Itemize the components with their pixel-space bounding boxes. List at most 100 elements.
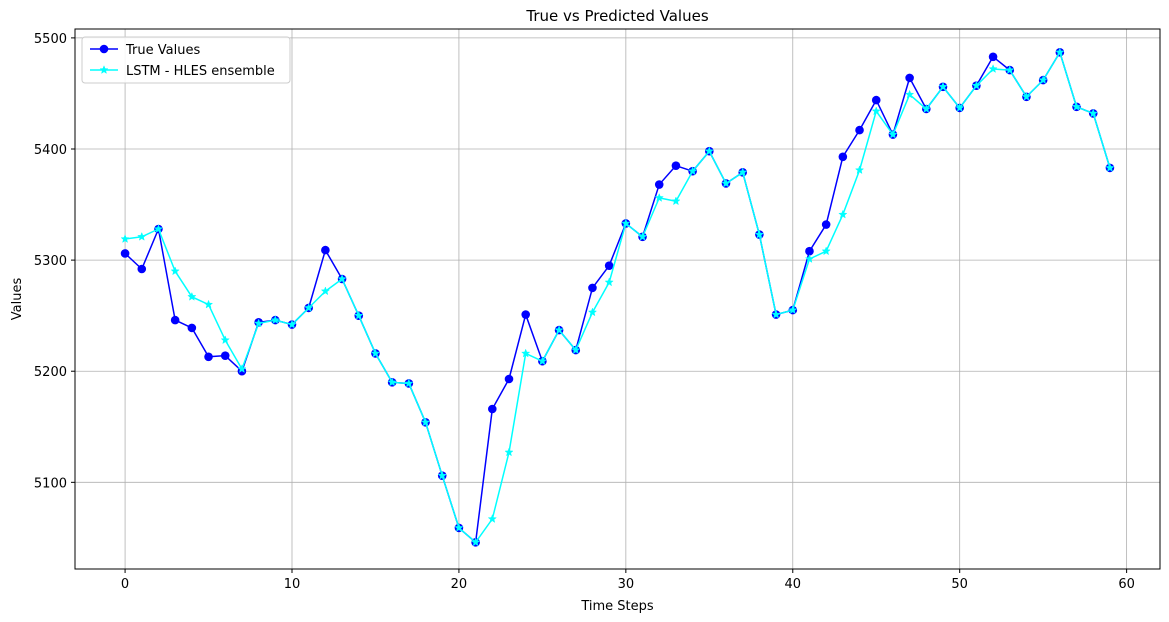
- x-tick-label: 10: [284, 577, 301, 592]
- x-tick-label: 50: [951, 577, 968, 592]
- data-point: [988, 52, 998, 62]
- data-point: [488, 404, 497, 414]
- data-point: [1021, 91, 1032, 101]
- chart-title: True vs Predicted Values: [525, 7, 708, 25]
- data-point: [888, 129, 898, 139]
- y-tick-label: 5400: [34, 143, 67, 158]
- y-tick-label: 5200: [34, 365, 67, 380]
- data-point: [537, 356, 548, 366]
- data-point: [487, 514, 497, 523]
- legend-item: LSTM - HLES ensemble: [90, 64, 275, 79]
- data-point: [320, 286, 331, 296]
- data-point: [821, 220, 831, 229]
- data-point: [904, 89, 915, 99]
- series-layer: [120, 47, 1115, 547]
- data-point: [120, 234, 130, 243]
- data-point: [871, 106, 881, 116]
- data-point: [855, 125, 864, 135]
- data-point: [504, 447, 514, 457]
- data-point: [804, 254, 815, 263]
- data-point: [120, 249, 130, 258]
- data-point: [437, 470, 447, 480]
- data-point: [321, 245, 330, 255]
- data-point: [404, 378, 414, 388]
- data-point: [871, 95, 881, 105]
- data-point: [354, 310, 364, 320]
- data-point: [220, 351, 230, 360]
- data-point: [454, 522, 464, 532]
- data-point: [1005, 65, 1015, 75]
- data-point: [253, 318, 264, 328]
- data-point: [270, 315, 280, 325]
- data-point: [1105, 162, 1115, 172]
- data-point: [470, 537, 481, 547]
- data-point: [921, 104, 931, 113]
- x-tick-label: 20: [451, 577, 468, 592]
- data-point: [1071, 101, 1082, 111]
- plot-frame: [74, 28, 1161, 570]
- data-point: [137, 231, 147, 241]
- legend-marker: [99, 44, 109, 54]
- legend-label: True Values: [125, 43, 200, 58]
- data-point: [905, 73, 914, 83]
- data-point: [604, 277, 614, 287]
- data-point: [571, 345, 581, 355]
- data-point: [153, 224, 164, 233]
- legend-marker: [99, 65, 109, 74]
- data-point: [671, 196, 681, 206]
- data-point: [738, 167, 748, 177]
- data-point: [754, 229, 765, 239]
- x-axis-label: Time Steps: [580, 599, 654, 614]
- x-tick-label: 60: [1118, 577, 1135, 592]
- y-axis-label: Values: [10, 278, 25, 321]
- data-point: [337, 274, 347, 283]
- data-point: [955, 102, 965, 112]
- data-point: [220, 335, 230, 345]
- data-point: [420, 417, 431, 427]
- data-point: [838, 152, 848, 162]
- data-point: [805, 246, 814, 256]
- data-point: [370, 348, 381, 358]
- data-point: [304, 302, 314, 312]
- data-point: [521, 348, 531, 358]
- data-point: [938, 81, 948, 91]
- data-point: [287, 319, 297, 329]
- data-point: [771, 309, 781, 319]
- data-point: [387, 377, 397, 387]
- y-tick-label: 5300: [34, 254, 67, 269]
- y-tick-label: 5100: [34, 476, 67, 491]
- data-point: [521, 310, 530, 319]
- data-point: [687, 166, 698, 176]
- data-point: [637, 231, 648, 241]
- data-point: [204, 352, 213, 362]
- x-tick-label: 40: [784, 577, 801, 592]
- data-point: [721, 178, 731, 188]
- data-point: [654, 192, 664, 202]
- data-point: [203, 299, 214, 309]
- legend-label: LSTM - HLES ensemble: [126, 64, 275, 79]
- data-point: [988, 64, 998, 73]
- data-point: [1038, 75, 1048, 85]
- data-point: [654, 180, 664, 189]
- legend: True Values LSTM - HLES ensemble: [81, 36, 291, 84]
- data-point: [1055, 47, 1065, 57]
- data-point: [671, 161, 681, 170]
- data-point: [170, 315, 180, 325]
- series-2: [120, 47, 1115, 547]
- data-point: [587, 307, 598, 317]
- data-point: [854, 165, 865, 175]
- data-point: [838, 209, 848, 219]
- data-point: [187, 291, 197, 301]
- data-point: [237, 364, 247, 373]
- data-point: [1088, 108, 1098, 118]
- x-axis-ticks: 0 10 20 30 40 50 60: [121, 569, 1135, 592]
- x-tick-label: 30: [618, 577, 635, 592]
- data-point: [170, 266, 180, 276]
- x-tick-label: 0: [121, 577, 129, 592]
- data-point: [588, 283, 597, 293]
- y-tick-label: 5500: [34, 32, 67, 47]
- data-point: [554, 325, 564, 335]
- data-point: [621, 218, 631, 228]
